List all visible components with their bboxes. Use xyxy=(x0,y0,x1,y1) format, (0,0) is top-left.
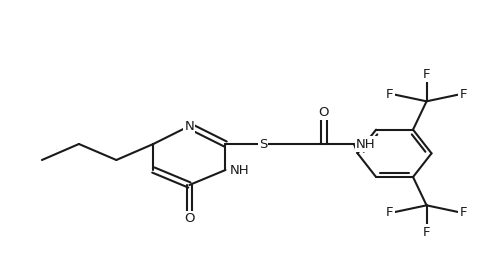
Text: S: S xyxy=(259,138,267,150)
Text: O: O xyxy=(318,106,329,119)
Text: F: F xyxy=(459,205,467,219)
Text: F: F xyxy=(386,205,394,219)
Text: N: N xyxy=(185,120,194,133)
Text: NH: NH xyxy=(230,163,249,177)
Text: F: F xyxy=(386,88,394,101)
Text: F: F xyxy=(423,68,431,81)
Text: F: F xyxy=(459,88,467,101)
Text: NH: NH xyxy=(356,138,375,150)
Text: F: F xyxy=(423,225,431,239)
Text: O: O xyxy=(184,212,194,225)
